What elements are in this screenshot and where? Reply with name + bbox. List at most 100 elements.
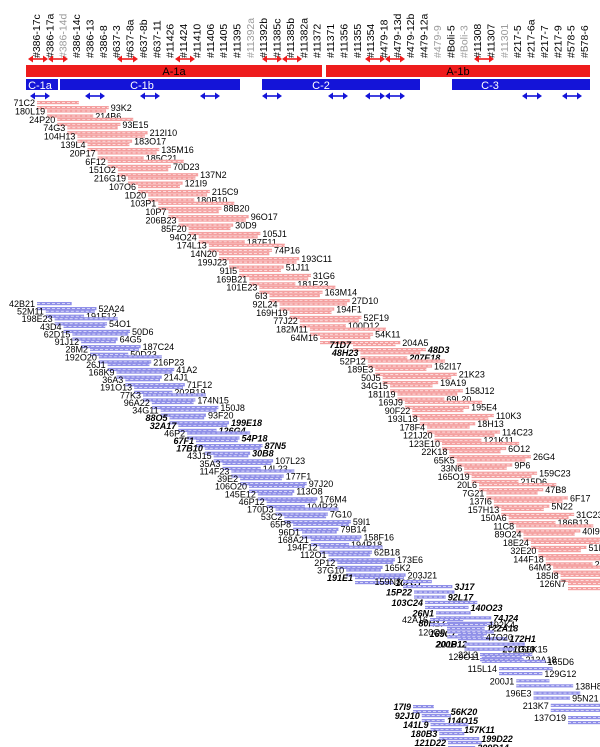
- clone-label: 46P2: [164, 428, 185, 438]
- clone-row: 96A22: [124, 398, 194, 408]
- clone-label: 65K5: [434, 455, 455, 465]
- cluster-bar-label: A-1b: [446, 66, 469, 78]
- clone-label: 172H1: [509, 634, 536, 644]
- clone-bar: [481, 654, 522, 658]
- clone-row: 140O23: [425, 603, 503, 613]
- marker-label: #11307: [485, 24, 497, 58]
- clone-bar: [550, 708, 600, 712]
- marker-label: #637-3: [111, 25, 123, 58]
- clone-row: 39E2: [217, 474, 282, 484]
- sub-cluster-bar-label: C-1a: [28, 80, 53, 92]
- clone-row: 104H13: [44, 132, 145, 142]
- clone-row: 180L19: [15, 106, 107, 116]
- clone-row: 6F17: [486, 493, 591, 503]
- clone-row: 54K11: [309, 330, 400, 340]
- clone-row: 18E24: [503, 538, 600, 548]
- clone-label: 157H13: [468, 505, 500, 515]
- clone-bar: [403, 580, 432, 584]
- clone-label: 194P18: [351, 540, 382, 550]
- clone-label: 6O12: [508, 444, 530, 454]
- clone-label: 187F11: [247, 237, 277, 247]
- clone-label: 216P23: [153, 357, 184, 367]
- clone-row: 103P1: [130, 199, 235, 209]
- clone-row: 165K2: [337, 563, 411, 573]
- clone-label: 74G3: [43, 123, 65, 133]
- clone-row: 50D6: [63, 327, 154, 337]
- marker-label: #479-12a: [419, 13, 431, 58]
- clone-bar: [516, 684, 574, 688]
- clone-label: 7G10: [330, 510, 352, 520]
- clone-label: 170D3: [247, 505, 274, 515]
- clone-label: 180B3: [411, 729, 438, 739]
- marker-label: #217-9: [552, 25, 564, 58]
- marker-label: #386-13: [84, 19, 96, 58]
- marker-label: #578-5: [566, 25, 578, 58]
- clone-row: 43J15: [187, 451, 249, 461]
- clone-label: 69L20: [446, 394, 471, 404]
- clone-label: 54P18: [242, 433, 268, 443]
- clone-label: 189E3: [347, 365, 373, 375]
- clone-label: 9P6: [514, 460, 530, 470]
- clone-label: 5N22: [551, 502, 573, 512]
- clone-bar: [310, 537, 360, 542]
- clone-label: 3J17: [454, 582, 475, 592]
- clone-row: 52P12: [340, 356, 446, 366]
- clone-row: 47O20: [447, 632, 513, 642]
- clone-row: 187C24: [81, 342, 174, 352]
- clone-label: 177F1: [286, 471, 312, 481]
- clone-label: 206B23: [145, 216, 176, 226]
- double-arrow-icon: [200, 92, 220, 100]
- clone-row: 138H8: [516, 681, 600, 691]
- clone-label: 21K23: [459, 370, 485, 380]
- clone-label: 202B19: [174, 388, 205, 398]
- clone-row: 107O6: [109, 182, 180, 192]
- clone-label: 215D6: [520, 477, 547, 487]
- clone-row: 74G3: [43, 123, 118, 133]
- clone-bar: [90, 352, 129, 356]
- clone-label: 64G5: [120, 334, 142, 344]
- clone-row: 200J1: [490, 676, 550, 686]
- marker-label: #11301: [499, 24, 511, 58]
- clone-label: 129G12: [544, 669, 576, 679]
- clone-row: 32E20: [510, 546, 581, 556]
- clone-bar: [259, 285, 336, 289]
- clone-bar: [284, 520, 351, 524]
- clone-row: 70P4: [568, 587, 600, 591]
- clone-row: 145E12: [225, 489, 293, 499]
- double-arrow-icon: [385, 92, 405, 100]
- clone-bar: [550, 703, 600, 707]
- clone-row: 191E1: [327, 573, 404, 583]
- clone-label: 50J5: [361, 373, 381, 383]
- clone-row: 90F22: [385, 406, 464, 416]
- clone-label: 203J21: [408, 570, 438, 580]
- clone-row: 174N15: [143, 395, 229, 405]
- clone-row: 106O20: [215, 482, 305, 492]
- clone-row: 162I17: [367, 361, 462, 371]
- clone-label: 200J1: [490, 676, 515, 686]
- clone-label: 183O17: [134, 137, 166, 147]
- clone-row: 123E10: [409, 439, 520, 449]
- clone-row: 197A11: [560, 578, 600, 582]
- clone-row: 71F12: [125, 380, 212, 390]
- clone-row: 121K11: [434, 436, 514, 446]
- clone-row: 26N1: [411, 608, 471, 618]
- clone-bar: [134, 385, 184, 389]
- clone-label: 107O6: [109, 182, 136, 192]
- clone-row: 96D1: [278, 527, 337, 537]
- clone-label: 32E20: [510, 546, 536, 556]
- contig-a-1b: 71D7 48D3 48H23 207E18 52P12 162I17 189E3 21K23…: [329, 340, 600, 591]
- clone-label: 105J1: [262, 229, 287, 239]
- double-arrow-icon: [30, 92, 50, 100]
- clone-row: 17B10: [176, 444, 261, 454]
- clone-row: 173E6: [328, 555, 423, 565]
- clone-label: 18H13: [477, 419, 504, 429]
- clone-bar: [560, 573, 600, 577]
- clone-label: 43D4: [40, 322, 62, 332]
- cluster-bar-a-1a: A-1a: [26, 65, 322, 78]
- clone-row: 159N3: [374, 577, 432, 587]
- clone-bar: [198, 235, 258, 239]
- clone-label: 42A16: [402, 615, 428, 625]
- clone-bar: [508, 521, 556, 525]
